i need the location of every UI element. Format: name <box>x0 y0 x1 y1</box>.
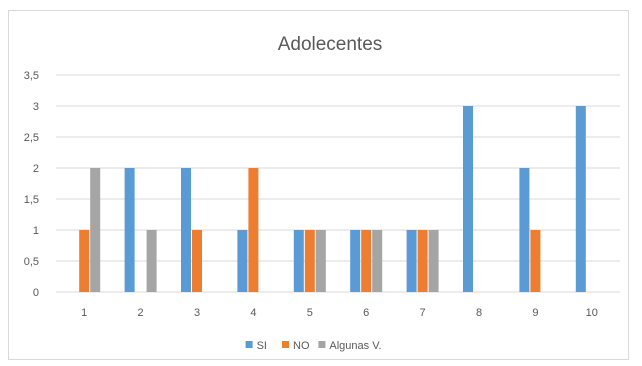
legend-label: Algunas V. <box>329 340 381 352</box>
bar-si-10 <box>575 106 586 292</box>
bar-si-2 <box>124 168 135 292</box>
x-axis-ticks: 1 2 3 4 5 6 7 8 9 10 <box>81 307 598 319</box>
x-tick-label: 2 <box>138 307 144 319</box>
bar-si-8 <box>463 106 473 292</box>
x-tick-label: 10 <box>586 307 598 319</box>
x-tick-label: 9 <box>532 307 538 319</box>
bar-no-9 <box>530 230 541 292</box>
x-tick-label: 3 <box>194 307 200 319</box>
bar-algunas-v--7 <box>428 230 439 292</box>
y-tick-label: 3 <box>33 101 39 113</box>
bar-no-7 <box>417 230 428 292</box>
x-tick-label: 5 <box>307 307 313 319</box>
bar-no-1 <box>79 230 90 292</box>
x-tick-label: 1 <box>81 307 87 319</box>
bar-si-9 <box>519 168 530 292</box>
bar-no-5 <box>304 230 315 292</box>
y-tick-label: 0,5 <box>24 256 39 268</box>
bar-no-6 <box>361 230 372 292</box>
bar-no-4 <box>248 168 259 292</box>
bar-si-7 <box>406 230 417 292</box>
legend-swatch <box>282 341 289 348</box>
bar-si-4 <box>237 230 248 292</box>
bar-algunas-v--1 <box>90 168 101 292</box>
y-tick-label: 0 <box>33 287 39 299</box>
bar-si-5 <box>293 230 304 292</box>
chart-title: Adolecentes <box>278 34 383 55</box>
y-tick-label: 2 <box>33 163 39 175</box>
x-tick-label: 8 <box>476 307 482 319</box>
legend-label: SI <box>257 340 267 352</box>
y-tick-label: 2,5 <box>24 132 39 144</box>
bar-algunas-v--5 <box>315 230 326 292</box>
x-tick-label: 6 <box>363 307 369 319</box>
bar-no-3 <box>192 230 202 292</box>
bar-si-6 <box>350 230 361 292</box>
y-tick-label: 1 <box>33 225 39 237</box>
bars <box>79 106 586 292</box>
bar-algunas-v--6 <box>372 230 383 292</box>
legend-swatch <box>318 341 326 348</box>
legend: SI NO Algunas V. <box>245 340 382 352</box>
legend-label: NO <box>293 340 310 352</box>
x-tick-label: 7 <box>420 307 426 319</box>
x-tick-label: 4 <box>250 307 256 319</box>
bar-si-3 <box>181 168 191 292</box>
bar-algunas-v--2 <box>146 230 157 292</box>
y-axis-ticks: 0 0,5 1 1,5 2 2,5 3 3,5 <box>24 70 39 299</box>
legend-swatch <box>245 341 253 348</box>
y-tick-label: 1,5 <box>24 194 39 206</box>
y-tick-label: 3,5 <box>24 70 39 82</box>
